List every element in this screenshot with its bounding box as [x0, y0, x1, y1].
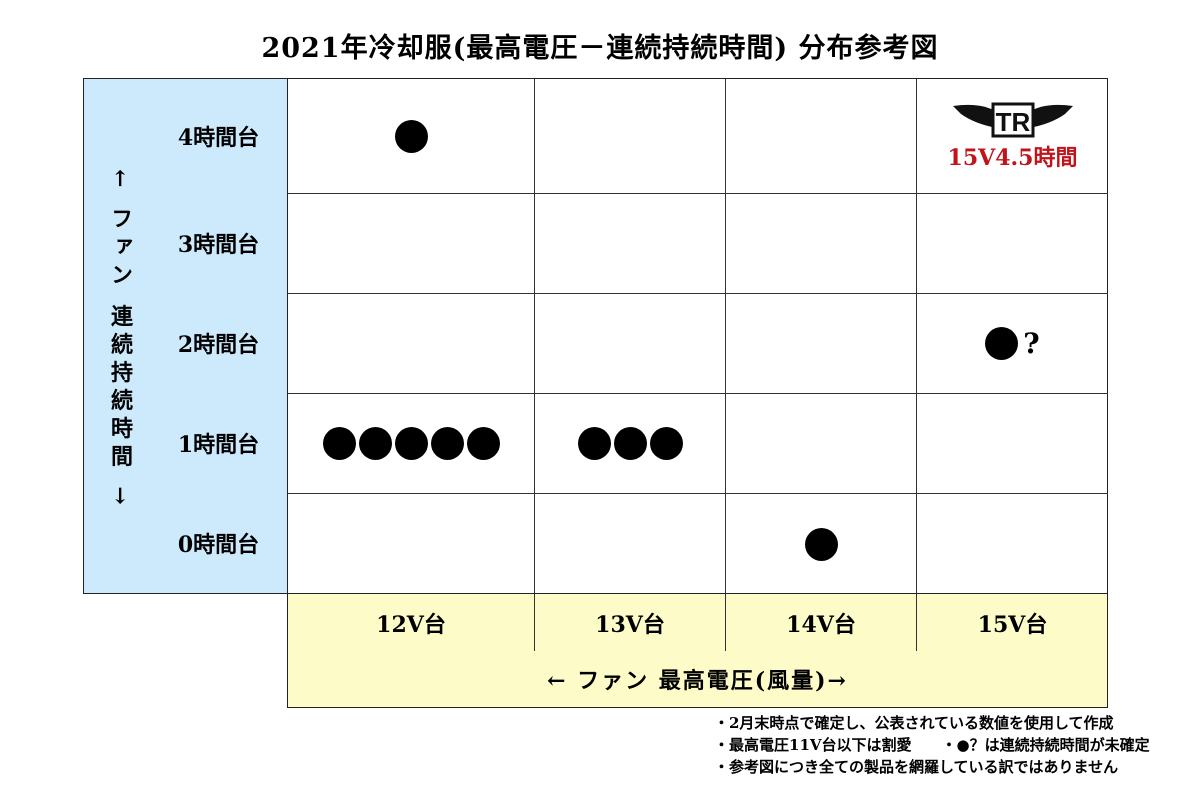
- grid-cell: TR 15V4.5時間: [917, 79, 1108, 194]
- y-axis-label: ← ファン 連続持続時間 →: [107, 169, 133, 511]
- grid-cell: [726, 79, 917, 194]
- row-label: 1時間台: [177, 432, 260, 458]
- product-dot: [613, 427, 647, 460]
- dot-group: [804, 527, 838, 561]
- page-title: 2021年冷却服(最高電圧－連続持続時間) 分布参考図: [261, 33, 939, 64]
- svg-text:TR: TR: [995, 107, 1030, 137]
- grid-cell: [726, 194, 917, 294]
- product-dot: [358, 427, 392, 460]
- product-dot: [804, 527, 838, 561]
- y-axis-panel: [83, 78, 288, 594]
- product-dot: [466, 427, 500, 460]
- grid-cell: [917, 494, 1108, 594]
- product-dot: [430, 427, 464, 460]
- grid-cell: [726, 494, 917, 594]
- column-label: 14V台: [726, 594, 917, 651]
- product-dot: [985, 327, 1019, 360]
- highlight-label: 15V4.5時間: [947, 145, 1078, 171]
- x-axis-panel: ← ファン 最高電圧(風量)→ 12V台 13V台 14V台 15V台: [287, 593, 1108, 708]
- row-label: 0時間台: [177, 532, 260, 558]
- note: ・参考図につき全ての製品を網羅している訳ではありません: [714, 758, 1119, 776]
- note: ・最高電圧11V台以下は割愛 ・●？は連続持続時間が未確定: [714, 736, 1150, 754]
- note: ・2月末時点で確定し、公表されている数値を使用して作成: [714, 714, 1114, 732]
- product-dot: [394, 427, 428, 460]
- product-dot: [394, 119, 428, 153]
- unconfirmed-mark: ?: [1023, 327, 1040, 360]
- notes: ・2月末時点で確定し、公表されている数値を使用して作成 ・最高電圧11V台以下は…: [714, 712, 1150, 778]
- column-label: 13V台: [535, 594, 726, 651]
- grid-cell: [288, 194, 535, 294]
- row-label: 3時間台: [177, 232, 260, 258]
- grid-cell: [535, 494, 726, 594]
- column-label: 15V台: [977, 611, 1048, 638]
- grid-cell: [288, 394, 535, 494]
- grid-cell: [535, 294, 726, 394]
- dot-group: ?: [985, 327, 1040, 360]
- distribution-grid: TR 15V4.5時間?: [287, 78, 1108, 594]
- grid-cell: [535, 394, 726, 494]
- product-dot: [322, 427, 356, 460]
- product-dot: [649, 427, 683, 460]
- row-label: 2時間台: [177, 332, 260, 358]
- row-label: 4時間台: [177, 124, 260, 151]
- dot-group: [394, 119, 428, 153]
- grid-cell: [917, 194, 1108, 294]
- grid-cell: [535, 194, 726, 294]
- grid-cell: [726, 394, 917, 494]
- dot-group: [577, 427, 683, 460]
- grid-cell: [917, 394, 1108, 494]
- grid-cell: [535, 79, 726, 194]
- grid-cell: [288, 79, 535, 194]
- grid-cell: [288, 294, 535, 394]
- tr-logo-icon: TR: [952, 102, 1073, 138]
- grid-cell: [726, 294, 917, 394]
- grid-cell: ?: [917, 294, 1108, 394]
- dot-group: [322, 427, 500, 460]
- product-dot: [577, 427, 611, 460]
- column-label: 12V台: [288, 594, 535, 651]
- x-axis-label: ← ファン 最高電圧(風量)→: [546, 668, 848, 694]
- grid-cell: [288, 494, 535, 594]
